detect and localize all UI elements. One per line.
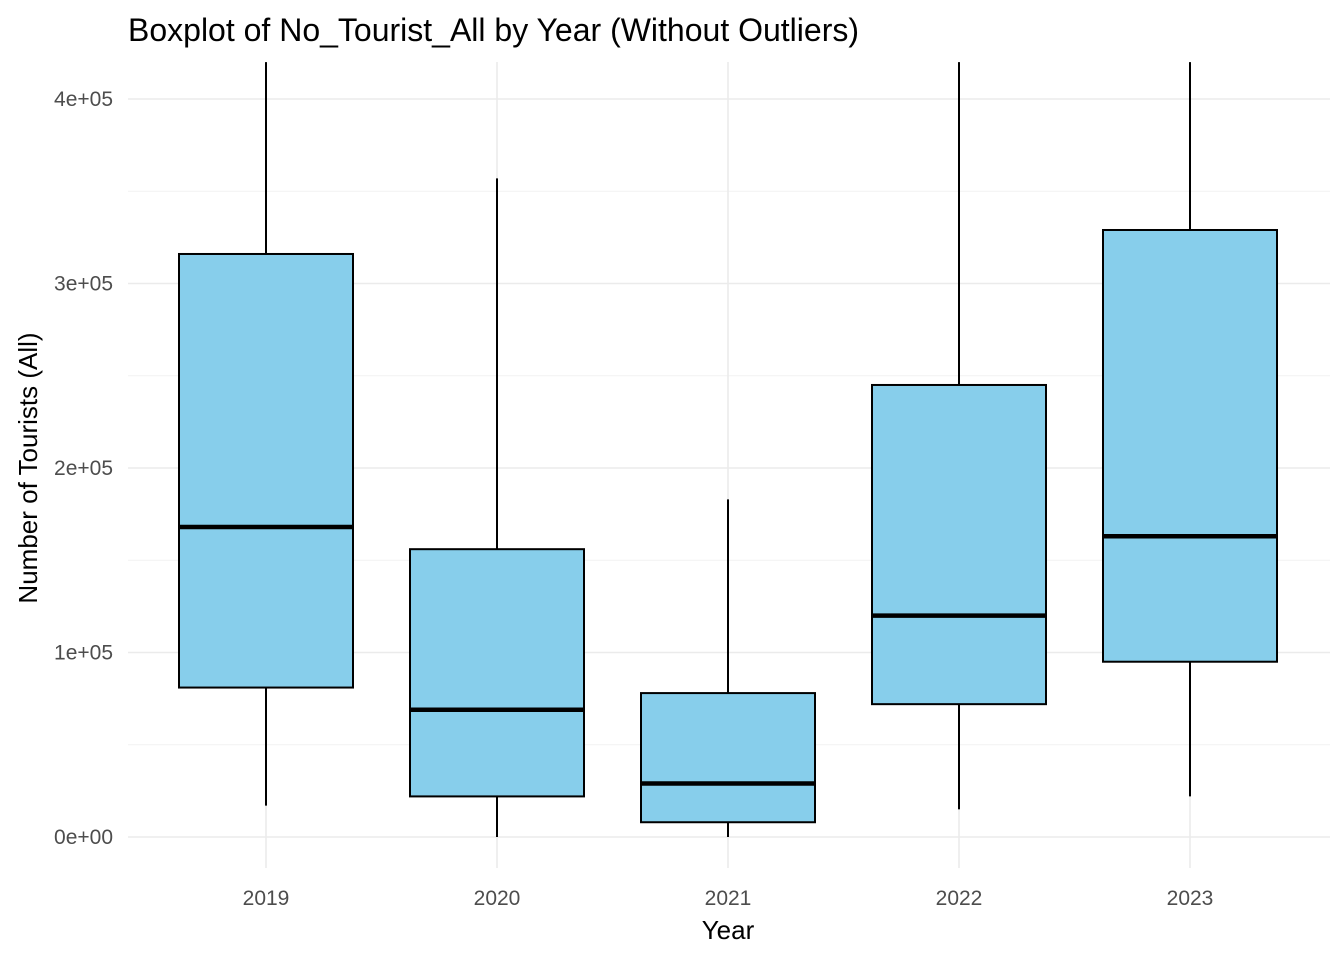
y-axis-title: Number of Tourists (All) bbox=[13, 332, 43, 603]
x-axis-tick-labels: 2019 2020 2021 2022 2023 bbox=[243, 887, 1214, 910]
y-axis-tick-labels: 0e+00 1e+05 2e+05 3e+05 4e+05 bbox=[54, 88, 113, 849]
box-iqr bbox=[1102, 228, 1278, 663]
y-tick-label: 4e+05 bbox=[54, 88, 113, 111]
x-tick-label: 2019 bbox=[243, 887, 290, 910]
x-tick-label: 2021 bbox=[705, 887, 752, 910]
chart-title: Boxplot of No_Tourist_All by Year (Witho… bbox=[128, 12, 859, 48]
x-axis-title: Year bbox=[702, 915, 755, 945]
box-iqr bbox=[409, 548, 585, 798]
y-tick-label: 1e+05 bbox=[54, 642, 113, 665]
box-2019 bbox=[178, 62, 354, 806]
box-2022 bbox=[871, 62, 1047, 810]
box-2020 bbox=[409, 178, 585, 837]
x-tick-label: 2023 bbox=[1167, 887, 1214, 910]
y-tick-label: 3e+05 bbox=[54, 273, 113, 296]
y-tick-label: 0e+00 bbox=[54, 826, 113, 849]
box-2021 bbox=[640, 499, 816, 837]
x-tick-label: 2022 bbox=[936, 887, 983, 910]
box-iqr bbox=[178, 252, 354, 689]
box-2023 bbox=[1102, 62, 1278, 797]
x-tick-label: 2020 bbox=[474, 887, 521, 910]
y-tick-label: 2e+05 bbox=[54, 457, 113, 480]
box-iqr bbox=[640, 692, 816, 824]
boxes-layer bbox=[178, 62, 1278, 837]
box-iqr bbox=[871, 383, 1047, 706]
